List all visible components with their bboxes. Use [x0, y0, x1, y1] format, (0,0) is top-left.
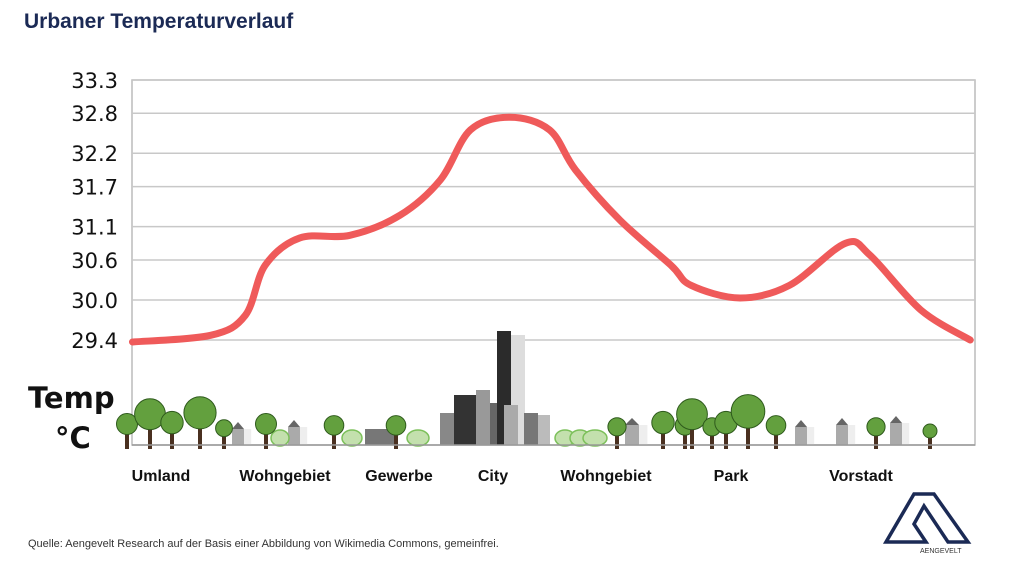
- y-axis-unit: °C: [55, 421, 91, 455]
- tree-icon: [116, 413, 138, 449]
- bush-icon: [406, 429, 430, 447]
- y-ticks: 33.3 32.8 32.2 31.7 31.1 30.6 30.0 29.4: [71, 69, 118, 353]
- x-category-label: Gewerbe: [365, 468, 433, 485]
- y-tick-label: 30.0: [71, 289, 118, 313]
- house-icon: [836, 418, 856, 445]
- x-category-label: City: [478, 468, 508, 485]
- house-icon: [795, 420, 815, 445]
- y-tick-label: 30.6: [71, 249, 118, 273]
- tree-icon: [255, 413, 277, 449]
- house-icon: [288, 420, 308, 445]
- bush-icon: [270, 429, 290, 447]
- y-axis-label: Temp: [28, 381, 115, 415]
- x-category-label: Wohngebiet: [239, 468, 331, 485]
- building-icon: [365, 429, 395, 445]
- page-title: Urbaner Temperaturverlauf: [24, 10, 294, 33]
- building-icon: [524, 413, 538, 445]
- building-icon: [504, 405, 518, 445]
- y-tick-label: 33.3: [71, 69, 118, 93]
- aengevelt-logo: AENGEVELT: [882, 492, 972, 555]
- bush-icon: [582, 429, 608, 447]
- house-icon: [890, 416, 910, 445]
- house-icon: [232, 422, 252, 445]
- tree-icon: [922, 423, 938, 449]
- x-categories: Umland Wohngebiet Gewerbe City Wohngebiet Par…: [132, 468, 894, 485]
- x-category-label: Park: [714, 468, 749, 485]
- tree-icon: [183, 396, 217, 449]
- tree-icon: [215, 419, 233, 449]
- y-tick-label: 32.2: [71, 142, 118, 166]
- y-tick-label: 29.4: [71, 329, 118, 353]
- x-category-label: Umland: [132, 468, 191, 485]
- grid: [131, 79, 976, 446]
- tree-icon: [607, 417, 627, 449]
- tree-icon: [676, 398, 708, 449]
- tree-icon: [651, 410, 675, 449]
- building-icon: [538, 415, 550, 445]
- tree-icon: [160, 410, 184, 449]
- tree-icon: [385, 415, 407, 449]
- temperature-line: [128, 113, 974, 346]
- building-icon: [476, 390, 490, 445]
- tree-icon: [323, 415, 345, 449]
- y-tick-label: 32.8: [71, 102, 118, 126]
- house-icon: [625, 418, 648, 445]
- building-icon: [440, 413, 454, 445]
- bush-icon: [341, 429, 363, 447]
- tree-icon: [866, 417, 886, 449]
- source-note: Quelle: Aengevelt Research auf der Basis…: [28, 538, 499, 550]
- x-category-label: Wohngebiet: [560, 468, 652, 485]
- logo-text: AENGEVELT: [920, 548, 962, 555]
- city-illustration: [116, 331, 975, 449]
- tree-icon: [730, 394, 766, 449]
- building-icon: [454, 395, 476, 445]
- y-tick-label: 31.7: [71, 176, 118, 200]
- tree-icon: [765, 415, 787, 449]
- y-tick-label: 31.1: [71, 216, 118, 240]
- x-category-label: Vorstadt: [829, 468, 893, 485]
